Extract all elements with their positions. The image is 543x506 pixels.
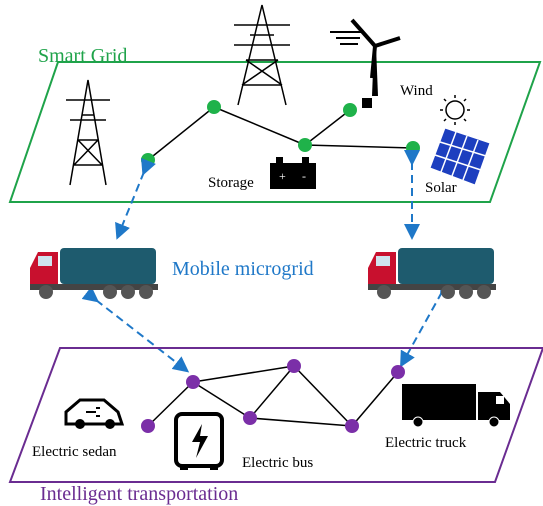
- bus-label: Electric bus: [242, 455, 313, 471]
- diagram: Smart Grid Wind +- Storage Solar: [0, 0, 543, 506]
- truck-icon: [402, 384, 510, 427]
- svg-text:-: -: [302, 169, 306, 183]
- sedan-icon: [66, 400, 122, 429]
- transport-title: Intelligent transportation: [40, 483, 238, 505]
- solar-icon: [430, 95, 490, 185]
- microgrid-title: Mobile microgrid: [172, 258, 314, 280]
- grid-nodes: [141, 100, 420, 167]
- transport-edges: [148, 366, 398, 426]
- battery: +-: [270, 157, 316, 189]
- storage-label: Storage: [208, 175, 254, 191]
- wind-label: Wind: [400, 83, 433, 99]
- wind-turbine: [330, 20, 400, 108]
- sedan-label: Electric sedan: [32, 444, 117, 460]
- transport-nodes: [141, 359, 405, 433]
- svg-text:+: +: [279, 169, 286, 183]
- bus-icon: [176, 414, 222, 470]
- grid-title: Smart Grid: [38, 45, 127, 67]
- grid-edges: [148, 107, 413, 160]
- truck-label: Electric truck: [385, 435, 467, 451]
- page: {"smart_grid": {"title": "Smart Grid", "…: [0, 0, 543, 506]
- solar-label: Solar: [425, 180, 457, 196]
- towers: [66, 5, 290, 185]
- mobile-truck-right: [368, 248, 496, 299]
- mobile-truck-left: [30, 248, 158, 299]
